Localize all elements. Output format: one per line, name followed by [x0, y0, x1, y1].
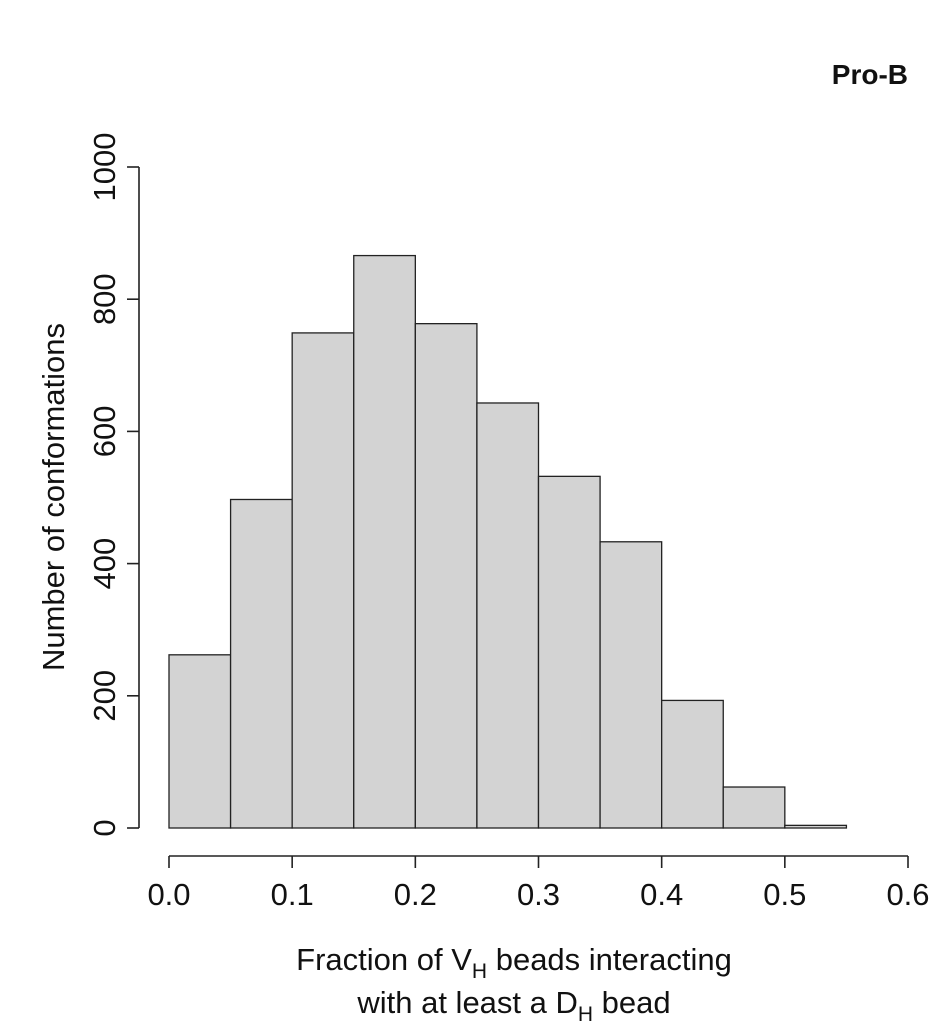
x-tick-label: 0.5	[763, 877, 806, 912]
histogram-bar	[722, 786, 786, 829]
x-tick-label: 0.4	[640, 877, 683, 912]
histogram-bar	[291, 332, 355, 829]
histogram-bar	[229, 498, 293, 829]
histogram-bar	[661, 699, 724, 829]
x-axis: 0.0 0.1 0.2 0.3 0.4 0.5 0.6	[147, 855, 930, 912]
histogram-bar	[414, 323, 478, 829]
histogram-bar	[599, 541, 663, 829]
y-axis: 0 200 400 600 800 1000	[87, 133, 140, 837]
x-tick-label: 0.2	[394, 877, 437, 912]
x-tick-label: 0.6	[886, 877, 929, 912]
bars-group	[168, 254, 848, 829]
histogram-bar	[537, 475, 601, 829]
x-axis-title-line1-prefix: Fraction of V	[296, 942, 472, 977]
x-axis-title-line1: Fraction of VH beads interacting	[296, 942, 732, 983]
y-tick-label: 1000	[87, 133, 122, 202]
x-axis-title-line2-subscript: H	[578, 1003, 593, 1026]
x-axis-title-line2-prefix: with at least a D	[356, 985, 578, 1020]
x-axis-title-line1-subscript: H	[472, 960, 487, 983]
y-tick-label: 200	[87, 670, 122, 722]
histogram-bar	[168, 654, 232, 829]
x-axis-title-line2-suffix: bead	[593, 985, 671, 1020]
y-axis-title: Number of conformations	[36, 323, 71, 671]
x-tick-label: 0.0	[147, 877, 190, 912]
x-tick-label: 0.3	[517, 877, 560, 912]
histogram-bar	[353, 254, 416, 829]
histogram-bar	[476, 402, 540, 829]
histogram-bar	[784, 824, 848, 829]
y-tick-label: 400	[87, 538, 122, 590]
x-axis-title-line2: with at least a DH bead	[356, 985, 670, 1026]
y-tick-label: 600	[87, 406, 122, 458]
x-axis-title-line1-suffix: beads interacting	[487, 942, 732, 977]
x-tick-label: 0.1	[271, 877, 314, 912]
chart-title: Pro-B	[832, 59, 908, 90]
y-tick-label: 0	[87, 819, 122, 836]
y-tick-label: 800	[87, 273, 122, 325]
